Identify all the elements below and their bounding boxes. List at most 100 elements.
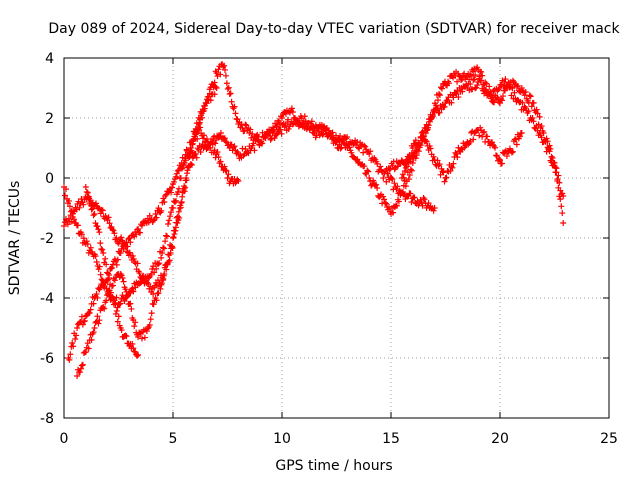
data-point-interp bbox=[166, 251, 173, 258]
data-point-interp bbox=[129, 340, 136, 347]
data-point-interp bbox=[430, 153, 437, 160]
data-point-interp bbox=[277, 126, 284, 133]
data-point-interp bbox=[270, 128, 277, 135]
data-point-interp bbox=[153, 214, 160, 221]
data-point-interp bbox=[559, 190, 566, 197]
series-sat-track-2 bbox=[61, 113, 438, 297]
data-point-interp bbox=[162, 238, 169, 245]
data-point-interp bbox=[106, 275, 113, 282]
data-point-interp bbox=[164, 261, 171, 268]
data-point-interp bbox=[65, 215, 72, 222]
data-point-interp bbox=[144, 325, 151, 332]
data-point-interp bbox=[476, 73, 483, 80]
data-point-interp bbox=[393, 186, 400, 193]
data-point-interp bbox=[418, 129, 425, 136]
series-sat-track-7 bbox=[398, 124, 525, 185]
data-point-interp bbox=[105, 270, 112, 277]
data-point-interp bbox=[222, 66, 229, 73]
data-point-interp bbox=[273, 131, 280, 138]
x-tick-label: 25 bbox=[600, 431, 618, 447]
data-point-interp bbox=[380, 193, 387, 200]
data-point-interp bbox=[533, 122, 540, 129]
data-point-interp bbox=[258, 140, 265, 147]
data-point-interp bbox=[364, 167, 371, 174]
data-point-interp bbox=[89, 205, 96, 212]
data-point-interp bbox=[473, 65, 480, 72]
y-tick-label: -8 bbox=[40, 411, 54, 427]
data-point-interp bbox=[98, 206, 105, 213]
data-point-interp bbox=[286, 123, 293, 130]
data-point-interp bbox=[85, 193, 92, 200]
data-point-interp bbox=[429, 113, 436, 120]
data-point-interp bbox=[130, 288, 137, 295]
data-point-interp bbox=[122, 286, 129, 293]
data-point-interp bbox=[362, 143, 369, 150]
data-point-interp bbox=[528, 103, 535, 110]
data-point-interp bbox=[199, 114, 206, 121]
data-point-interp bbox=[172, 224, 179, 231]
data-point-interp bbox=[498, 160, 505, 167]
data-point-interp bbox=[147, 272, 154, 279]
data-point-interp bbox=[83, 188, 90, 195]
data-point-interp bbox=[407, 166, 414, 173]
data-point-interp bbox=[160, 275, 167, 282]
data-point-interp bbox=[116, 301, 123, 308]
data-point-interp bbox=[255, 133, 262, 140]
data-point-interp bbox=[538, 123, 545, 130]
data-point-interp bbox=[96, 229, 103, 236]
data-point-interp bbox=[94, 294, 101, 301]
data-point-interp bbox=[527, 93, 534, 100]
data-point bbox=[61, 223, 67, 229]
data-point-interp bbox=[242, 146, 249, 153]
data-point-interp bbox=[98, 246, 105, 252]
data-point-interp bbox=[92, 200, 99, 207]
data-point-interp bbox=[146, 212, 153, 219]
data-point-interp bbox=[170, 178, 177, 185]
data-point-interp bbox=[546, 148, 553, 155]
y-tick-label: 0 bbox=[45, 171, 54, 187]
data-point-interp bbox=[348, 149, 355, 156]
data-point-interp bbox=[217, 158, 224, 165]
data-point-interp bbox=[221, 62, 228, 69]
data-point-interp bbox=[225, 171, 232, 178]
data-point-interp bbox=[430, 106, 437, 113]
data-point-interp bbox=[160, 244, 167, 251]
data-point-interp bbox=[424, 124, 431, 131]
data-point-interp bbox=[436, 92, 443, 99]
data-point-interp bbox=[168, 189, 175, 196]
data-point-interp bbox=[123, 288, 130, 295]
data-point-interp bbox=[102, 255, 109, 262]
data-point-interp bbox=[165, 221, 172, 228]
data-point-interp bbox=[101, 284, 108, 291]
data-point-interp bbox=[559, 210, 566, 217]
data-point-interp bbox=[205, 144, 212, 151]
data-point-interp bbox=[407, 190, 414, 197]
data-point-interp bbox=[285, 125, 292, 132]
data-point-interp bbox=[446, 80, 453, 87]
data-point-interp bbox=[509, 148, 516, 155]
data-point-interp bbox=[355, 144, 362, 151]
data-point-interp bbox=[303, 123, 310, 130]
data-point bbox=[246, 130, 253, 136]
data-point-interp bbox=[378, 166, 385, 173]
data-point-interp bbox=[192, 131, 199, 138]
data-point-interp bbox=[130, 345, 137, 352]
data-point-interp bbox=[231, 143, 238, 150]
data-point-interp bbox=[141, 334, 148, 341]
data-point-interp bbox=[556, 179, 563, 186]
data-point-interp bbox=[509, 77, 516, 84]
data-point-interp bbox=[512, 95, 519, 102]
data-point bbox=[93, 259, 100, 265]
data-point-interp bbox=[173, 214, 180, 221]
data-point-interp bbox=[259, 129, 266, 136]
data-point-interp bbox=[324, 131, 331, 138]
data-point-interp bbox=[552, 164, 559, 171]
data-point bbox=[161, 271, 168, 277]
data-point-interp bbox=[406, 172, 413, 179]
data-point-interp bbox=[167, 213, 174, 220]
data-point-interp bbox=[161, 245, 168, 252]
data-point-interp bbox=[90, 329, 97, 336]
data-point-interp bbox=[278, 130, 285, 137]
data-point-interp bbox=[118, 272, 125, 279]
data-point-interp bbox=[314, 125, 321, 132]
